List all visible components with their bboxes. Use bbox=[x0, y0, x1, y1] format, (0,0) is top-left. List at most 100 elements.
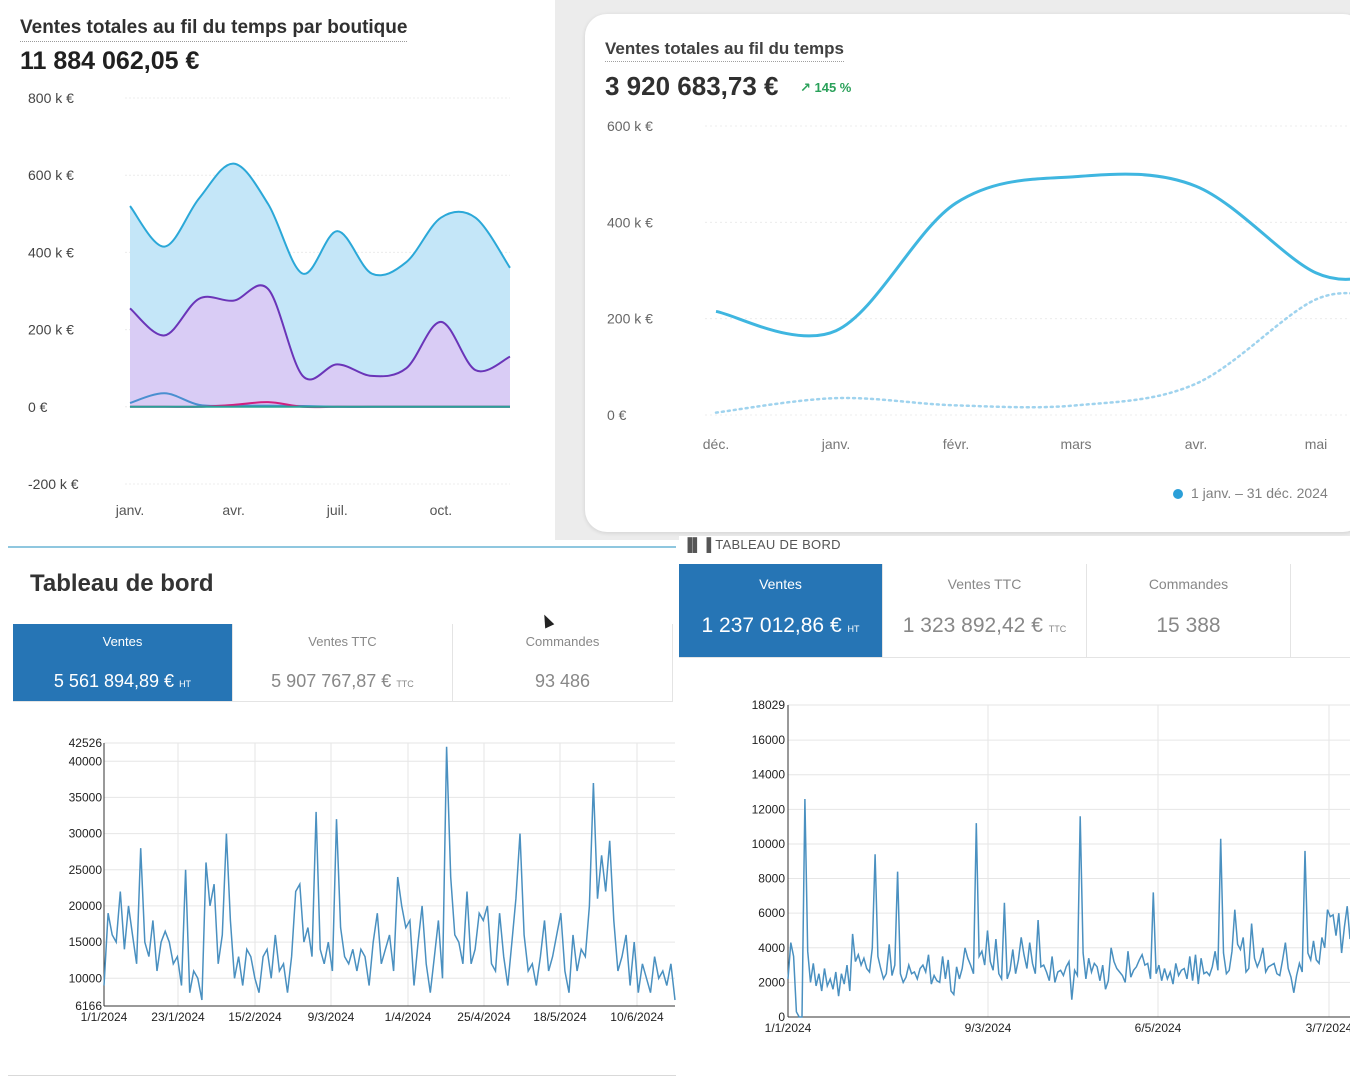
y-tick-label: 400 k € bbox=[28, 244, 74, 260]
y-tick-label: 30000 bbox=[69, 827, 103, 841]
y-tick-label: 42526 bbox=[69, 736, 103, 750]
y-tick-label: 6000 bbox=[758, 906, 785, 920]
x-tick-label: juil. bbox=[326, 502, 348, 518]
kpi-unit: TTC bbox=[1048, 624, 1067, 634]
dashboard-title-text: TABLEAU DE BORD bbox=[715, 537, 841, 552]
kpi-tabs: Ventes 1 237 012,86 € HT Ventes TTC 1 32… bbox=[679, 564, 1350, 658]
x-tick-label: janv. bbox=[115, 502, 145, 518]
x-tick-label: 23/1/2024 bbox=[151, 1010, 205, 1024]
x-tick-label: mai bbox=[1305, 436, 1328, 452]
series-line bbox=[103, 746, 676, 1001]
y-tick-label: 25000 bbox=[69, 863, 103, 877]
legend-label: 1 janv. – 31 déc. 2024 bbox=[1191, 485, 1328, 501]
kpi-label: Ventes bbox=[759, 576, 802, 592]
kpi-tabs: Ventes 5 561 894,89 € HT Ventes TTC 5 90… bbox=[13, 624, 673, 702]
y-tick-label: 15000 bbox=[69, 935, 103, 949]
kpi-unit: HT bbox=[847, 624, 860, 634]
x-tick-label: avr. bbox=[1185, 436, 1208, 452]
x-tick-label: 15/2/2024 bbox=[228, 1010, 282, 1024]
x-tick-label: 6/5/2024 bbox=[1135, 1021, 1182, 1035]
kpi-tab-ventes[interactable]: Ventes 5 561 894,89 € HT bbox=[13, 624, 233, 702]
y-tick-label: 20000 bbox=[69, 899, 103, 913]
x-tick-label: 3/7/2024 bbox=[1306, 1021, 1350, 1035]
x-tick-label: 9/3/2024 bbox=[965, 1021, 1012, 1035]
series-line-0 bbox=[129, 162, 511, 277]
series-area-1 bbox=[130, 285, 510, 407]
x-tick-label: 1/4/2024 bbox=[385, 1010, 432, 1024]
y-tick-label: 10000 bbox=[752, 837, 786, 851]
kpi-label: Ventes TTC bbox=[308, 634, 377, 649]
kpi-amount: 5 561 894,89 € bbox=[53, 671, 175, 691]
kpi-value: 5 561 894,89 € HT bbox=[13, 671, 232, 692]
y-tick-label: 35000 bbox=[69, 790, 103, 804]
kpi-tab-commandes[interactable]: Commandes 93 486 bbox=[453, 624, 673, 702]
panel-sales-by-store: Ventes totales au fil du temps par bouti… bbox=[0, 0, 555, 540]
kpi-label: Ventes TTC bbox=[947, 576, 1022, 592]
x-tick-label: 18/5/2024 bbox=[533, 1010, 587, 1024]
dashboard-title: Tableau de bord bbox=[30, 570, 214, 597]
y-tick-label: 14000 bbox=[752, 768, 786, 782]
legend-dot bbox=[1173, 489, 1183, 500]
kpi-tab-ventes[interactable]: Ventes 1 237 012,86 € HT bbox=[679, 564, 883, 658]
series-line-0 bbox=[715, 172, 1350, 338]
y-tick-label: 2000 bbox=[758, 975, 785, 989]
kpi-unit: TTC bbox=[396, 679, 414, 689]
y-tick-label: 800 k € bbox=[28, 90, 74, 106]
x-tick-label: avr. bbox=[222, 502, 245, 518]
kpi-value: 5 907 767,87 € TTC bbox=[233, 671, 452, 692]
y-tick-label: 400 k € bbox=[607, 214, 653, 230]
x-tick-label: 9/3/2024 bbox=[308, 1010, 355, 1024]
chart-title: Ventes totales au fil du temps bbox=[605, 39, 845, 62]
kpi-tab-ventes-ttc[interactable]: Ventes TTC 1 323 892,42 € TTC bbox=[883, 564, 1087, 658]
y-tick-label: 10000 bbox=[69, 971, 103, 985]
y-tick-label: 600 k € bbox=[607, 118, 653, 134]
kpi-amount: 5 907 767,87 € bbox=[271, 671, 392, 691]
series-line bbox=[787, 798, 1350, 1018]
panel-sales-over-time: Ventes totales au fil du temps 3 920 683… bbox=[585, 14, 1350, 532]
y-tick-label: 8000 bbox=[758, 872, 785, 886]
kpi-unit: HT bbox=[179, 679, 192, 689]
series-line-1 bbox=[129, 284, 511, 381]
y-tick-label: 16000 bbox=[752, 733, 786, 747]
x-tick-label: 10/6/2024 bbox=[610, 1010, 664, 1024]
kpi-label: Commandes bbox=[1148, 576, 1229, 592]
y-tick-label: 600 k € bbox=[28, 167, 74, 183]
x-tick-label: mars bbox=[1060, 436, 1091, 452]
kpi-tab-more[interactable]: 8 bbox=[1291, 564, 1350, 658]
y-tick-label: 6166 bbox=[75, 999, 102, 1013]
y-tick-label: 200 k € bbox=[28, 322, 74, 338]
y-tick-label: -200 k € bbox=[28, 476, 79, 492]
panel-dashboard: Tableau de bord Ventes 5 561 894,89 € HT… bbox=[8, 546, 676, 1076]
x-tick-label: 25/4/2024 bbox=[457, 1010, 511, 1024]
kpi-amount: 15 388 bbox=[1156, 614, 1221, 637]
daily-line-chart: 18029 16000 14000 12000 10000 8000 6000 4000 200… bbox=[752, 698, 1350, 1035]
x-tick-label: janv. bbox=[821, 436, 851, 452]
x-tick-label: oct. bbox=[430, 502, 453, 518]
kpi-tab-commandes[interactable]: Commandes 15 388 bbox=[1087, 564, 1291, 658]
bar-chart-icon: ▐▌▐ bbox=[683, 537, 716, 552]
kpi-value: 15 388 bbox=[1087, 614, 1290, 638]
kpi-value: 1 323 892,42 € TTC bbox=[883, 614, 1086, 638]
y-tick-label: 40000 bbox=[69, 754, 103, 768]
total-value: 11 884 062,05 € bbox=[20, 47, 200, 75]
y-tick-label: 0 € bbox=[607, 407, 627, 423]
kpi-label: Ventes bbox=[102, 634, 143, 649]
total-value: 3 920 683,73 € bbox=[605, 71, 779, 101]
chart-title: Ventes totales au fil du temps par bouti… bbox=[20, 17, 408, 42]
kpi-label: Commandes bbox=[525, 634, 600, 649]
dashboard-title: ▐▌▐ TABLEAU DE BORD bbox=[683, 537, 841, 552]
y-tick-label: 0 € bbox=[28, 399, 48, 415]
kpi-tab-ventes-ttc[interactable]: Ventes TTC 5 907 767,87 € TTC bbox=[233, 624, 453, 702]
kpi-amount: 1 323 892,42 € bbox=[902, 614, 1043, 637]
kpi-value: 93 486 bbox=[453, 671, 672, 692]
y-tick-label: 0 bbox=[778, 1010, 785, 1024]
change-badge: ↗ 145 % bbox=[800, 80, 852, 95]
kpi-amount: 93 486 bbox=[534, 671, 591, 691]
daily-line-chart: 42526 40000 35000 30000 25000 20000 15000 10000… bbox=[69, 736, 676, 1024]
y-tick-label: 4000 bbox=[758, 941, 785, 955]
line-chart: 600 k € 400 k € 200 k € 0 € déc. janv. févr. ma… bbox=[607, 118, 1350, 452]
kpi-amount: 1 237 012,86 € bbox=[701, 614, 842, 637]
area-chart: 800 k € 600 k € 400 k € 200 k € 0 € -200 k € j… bbox=[28, 90, 511, 518]
legend[interactable]: 1 janv. – 31 déc. 2024 bbox=[1173, 485, 1328, 501]
x-tick-label: 1/1/2024 bbox=[81, 1010, 128, 1024]
